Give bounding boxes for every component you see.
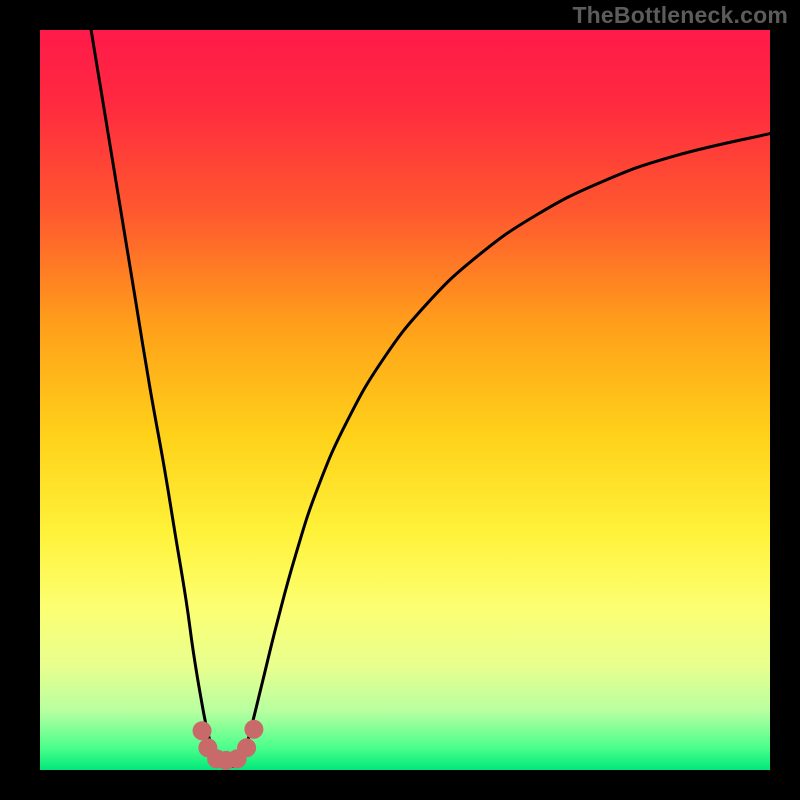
marker-dot <box>238 739 256 757</box>
watermark-text: TheBottleneck.com <box>572 2 788 29</box>
plot-background <box>40 30 770 770</box>
marker-dot <box>193 722 211 740</box>
chart-container: TheBottleneck.com <box>0 0 800 800</box>
marker-dot <box>245 720 263 738</box>
bottleneck-curve-chart <box>0 0 800 800</box>
